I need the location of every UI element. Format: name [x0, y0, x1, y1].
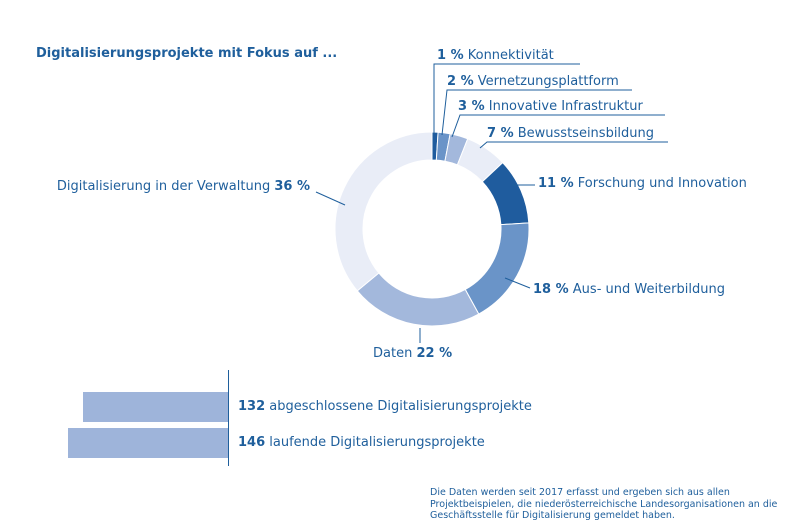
donut-slice-6: [464, 222, 530, 315]
donut-slice-7: [356, 272, 480, 327]
leader-line-2: [441, 89, 632, 136]
project-bar-chart: 132 abgeschlossene Digitalisierungsproje…: [0, 370, 800, 470]
slice-label-4: 7 % Bewusstseinsbildung: [487, 126, 654, 141]
project-bar-label-1: 132 abgeschlossene Digitalisierungsproje…: [238, 399, 532, 414]
slice-label-6: 18 % Aus- und Weiterbildung: [533, 282, 725, 297]
leader-line-8: [315, 191, 346, 206]
leader-line-4: [479, 141, 668, 149]
slice-label-7: Daten 22 %: [373, 346, 452, 361]
donut-chart: 1 % Konnektivität 2 % Vernetzungsplattfor…: [57, 48, 747, 361]
leader-line-1: [433, 63, 580, 134]
slice-label-1: 1 % Konnektivität: [437, 48, 554, 63]
bar-axis: [228, 370, 229, 466]
slice-label-2: 2 % Vernetzungsplattform: [447, 74, 619, 89]
slice-label-5: 11 % Forschung und Innovation: [538, 176, 747, 191]
project-bar-2: [68, 428, 228, 458]
leader-line-6: [504, 277, 531, 289]
chart-title: Digitalisierungsprojekte mit Fokus auf .…: [36, 46, 338, 61]
leader-line-3: [451, 114, 665, 138]
footnote: Die Daten werden seit 2017 erfasst und e…: [430, 487, 778, 521]
project-bar-1: [83, 392, 228, 422]
slice-label-3: 3 % Innovative Infrastruktur: [458, 99, 643, 114]
slice-label-8: Digitalisierung in der Verwaltung 36 %: [57, 179, 310, 194]
donut-slice-8: [334, 131, 433, 292]
project-bar-label-2: 146 laufende Digitalisierungsprojekte: [238, 435, 485, 450]
